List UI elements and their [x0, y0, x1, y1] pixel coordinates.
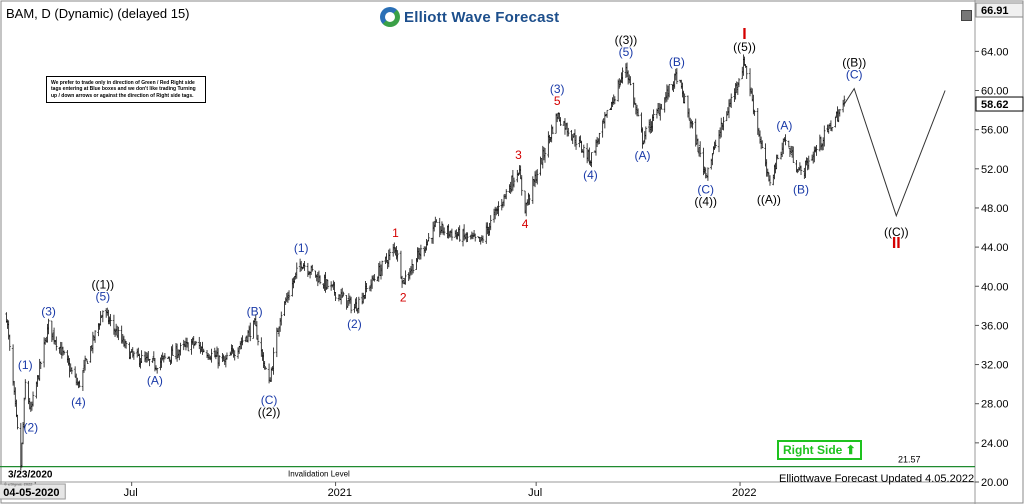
y-tick-label: 48.00 [981, 203, 1009, 215]
wave-label: ((1)) [92, 278, 115, 292]
top-value-box [975, 2, 1024, 18]
wave-label: (1) [294, 241, 309, 255]
wave-label: (B) [669, 55, 685, 69]
wave-label: 4 [522, 217, 529, 231]
wave-label: (C) [697, 183, 714, 197]
wave-label: (5) [619, 45, 634, 59]
projection-path [843, 87, 946, 218]
invalidation-value: 21.57 [898, 455, 921, 465]
wave-label: (5) [96, 290, 111, 304]
y-tick-label: 40.00 [981, 281, 1009, 293]
wave-label: (1) [18, 358, 33, 372]
wave-label: ((5)) [733, 40, 756, 54]
wave-label: (A) [635, 148, 651, 162]
start-date-label: 04-05-2020 [3, 487, 59, 499]
wave-label: (4) [583, 168, 598, 182]
wave-label: 2 [400, 290, 407, 304]
wave-label: (3) [41, 304, 56, 318]
wave-label: ((B)) [842, 56, 866, 70]
wave-label: (A) [147, 374, 163, 388]
wave-label: (A) [776, 118, 792, 132]
y-tick-label: 44.00 [981, 242, 1009, 254]
y-tick-label: 28.00 [981, 399, 1009, 411]
brand-name: Elliott Wave Forecast [404, 8, 560, 26]
x-tick-label: Jul [528, 487, 542, 499]
top-value-label: 66.91 [981, 5, 1009, 17]
wave-label: ((C)) [884, 225, 909, 239]
ewf-globe-logo-icon [380, 7, 400, 27]
wave-label: 3 [515, 148, 522, 162]
last-price-label: 58.62 [981, 99, 1009, 111]
wave-label: ((2)) [258, 405, 281, 419]
wave-label: (4) [71, 395, 86, 409]
wave-label: (B) [793, 183, 809, 197]
ohlc-bars [5, 54, 846, 471]
esignal-credit: © eSignal, 2022 [4, 482, 33, 487]
trading-note: We prefer to trade only in direction of … [46, 76, 206, 103]
y-tick-label: 20.00 [981, 477, 1009, 489]
wave-label: (B) [247, 304, 263, 318]
wave-label: ((4)) [694, 195, 717, 209]
updated-note: Elliottwave Forecast Updated 4.05.2022 [779, 473, 975, 485]
y-tick-label: 36.00 [981, 320, 1009, 332]
y-tick-label: 56.00 [981, 125, 1009, 137]
last-price-box [975, 96, 1024, 112]
wave-label: (C) [846, 68, 863, 82]
wave-label: (2) [23, 421, 38, 435]
right-side-tag: Right Side ⬆ [777, 440, 862, 460]
y-tick-label: 52.00 [981, 164, 1009, 176]
wave-label: 5 [554, 94, 561, 108]
wave-label: (C) [261, 393, 278, 407]
start-date-box [0, 483, 66, 500]
wave-label: (2) [347, 317, 362, 331]
wave-label: (3) [550, 82, 565, 96]
y-tick-label: 32.00 [981, 360, 1009, 372]
wave-label: ((3)) [615, 33, 638, 47]
wave-label: ((A)) [757, 192, 781, 206]
wave-label: I [742, 26, 746, 43]
y-tick-label: 24.00 [981, 438, 1009, 450]
y-tick-label: 60.00 [981, 86, 1009, 98]
low-date-label: 3/23/2020 [8, 470, 53, 481]
wave-label: 1 [392, 226, 399, 240]
settings-icon[interactable] [961, 10, 972, 21]
wave-label: II [892, 235, 901, 252]
x-tick-label: Jul [124, 487, 138, 499]
x-tick-label: 2021 [328, 487, 352, 499]
chart-title: BAM, D (Dynamic) (delayed 15) [6, 6, 190, 21]
x-tick-label: 2022 [732, 487, 756, 499]
y-tick-label: 64.00 [981, 46, 1009, 58]
invalidation-label: Invalidation Level [288, 470, 350, 479]
brand: Elliott Wave Forecast [380, 7, 559, 27]
